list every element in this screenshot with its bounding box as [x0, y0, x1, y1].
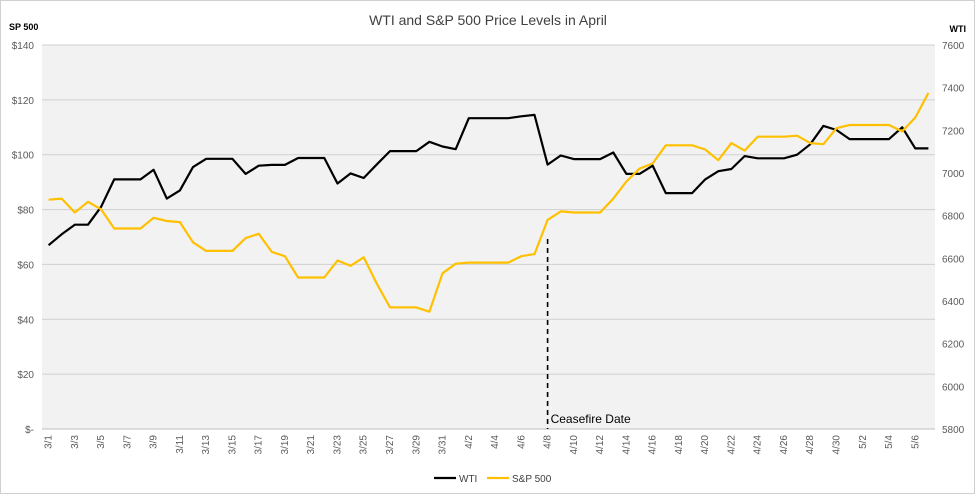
plot-area — [42, 45, 935, 429]
right-tick-label: 7000 — [942, 169, 965, 180]
x-axis-ticks: 3/1 3/3 3/5 3/7 3/9 3/11 3/13 3/15 3/17 3/19 3/21 3… — [44, 435, 922, 455]
x-tick-label: 4/28 — [805, 435, 816, 455]
left-tick-label: $140 — [12, 41, 35, 52]
x-tick-label: 3/5 — [96, 435, 107, 449]
right-tick-label: 6400 — [942, 297, 965, 308]
left-tick-label: $100 — [12, 151, 35, 162]
chart-title: WTI and S&P 500 Price Levels in April — [369, 12, 607, 28]
right-tick-label: 7600 — [942, 41, 965, 52]
x-tick-label: 3/25 — [359, 435, 370, 455]
legend-label-sp500: S&P 500 — [512, 474, 552, 485]
ceasefire-annotation: Ceasefire Date — [551, 412, 631, 426]
x-tick-label: 4/12 — [595, 435, 606, 455]
x-tick-label: 3/19 — [280, 435, 291, 455]
left-tick-label: $60 — [17, 260, 34, 271]
x-tick-label: 3/3 — [70, 435, 81, 449]
gridlines — [42, 44, 935, 375]
series-line-wti — [47, 113, 929, 247]
right-tick-label: 6000 — [942, 382, 965, 393]
legend-label-wti: WTI — [459, 474, 477, 485]
right-tick-label: 5800 — [942, 425, 965, 436]
x-tick-label: 3/31 — [438, 435, 449, 455]
x-tick-label: 4/16 — [648, 435, 659, 455]
x-tick-label: 3/11 — [175, 435, 186, 454]
left-axis-ticks: $140 $120 $100 $80 $60 $40 $20 $- — [12, 41, 35, 436]
left-tick-label: $120 — [12, 96, 35, 107]
x-tick-label: 3/15 — [227, 435, 238, 455]
left-axis-title: SP 500 — [9, 22, 38, 32]
x-tick-label: 4/8 — [543, 435, 554, 449]
x-tick-label: 4/4 — [490, 435, 501, 449]
right-tick-label: 6800 — [942, 212, 965, 223]
x-tick-label: 3/23 — [332, 435, 343, 455]
x-tick-label: 5/4 — [884, 435, 895, 449]
x-tick-label: 3/29 — [411, 435, 422, 455]
x-tick-label: 3/27 — [385, 435, 396, 455]
left-tick-label: $80 — [17, 206, 34, 217]
x-tick-label: 5/2 — [858, 435, 869, 449]
x-tick-label: 4/10 — [569, 435, 580, 455]
x-tick-label: 4/22 — [726, 435, 737, 455]
x-tick-label: 4/30 — [832, 435, 843, 455]
x-tick-label: 3/17 — [254, 435, 265, 455]
series-line-sp500 — [48, 92, 930, 313]
left-tick-label: $40 — [17, 315, 34, 326]
x-tick-label: 4/26 — [779, 435, 790, 455]
x-tick-label: 3/1 — [44, 435, 55, 449]
series-layer — [47, 92, 930, 313]
right-axis-title: WTI — [950, 24, 967, 34]
right-tick-label: 6200 — [942, 340, 965, 351]
x-tick-label: 4/24 — [753, 435, 764, 455]
x-tick-label: 4/14 — [621, 435, 632, 455]
left-tick-label: $20 — [17, 370, 34, 381]
x-tick-label: 4/18 — [674, 435, 685, 455]
right-axis-ticks: 7600 7400 7200 7000 6800 6600 6400 6200 6000 5800 — [942, 41, 965, 436]
x-tick-label: 5/6 — [910, 435, 921, 449]
x-tick-label: 3/9 — [149, 435, 160, 449]
x-tick-label: 4/2 — [464, 435, 475, 449]
left-tick-label: $- — [25, 425, 34, 436]
x-tick-label: 3/7 — [122, 435, 133, 449]
x-tick-label: 3/21 — [306, 435, 317, 455]
x-tick-label: 4/20 — [700, 435, 711, 455]
right-tick-label: 6600 — [942, 254, 965, 265]
right-tick-label: 7200 — [942, 126, 965, 137]
right-tick-label: 7400 — [942, 84, 965, 95]
x-tick-label: 3/13 — [201, 435, 212, 455]
legend: WTI S&P 500 — [434, 474, 552, 485]
annotation-layer: Ceasefire Date — [546, 239, 631, 429]
x-tick-label: 4/6 — [516, 435, 527, 449]
